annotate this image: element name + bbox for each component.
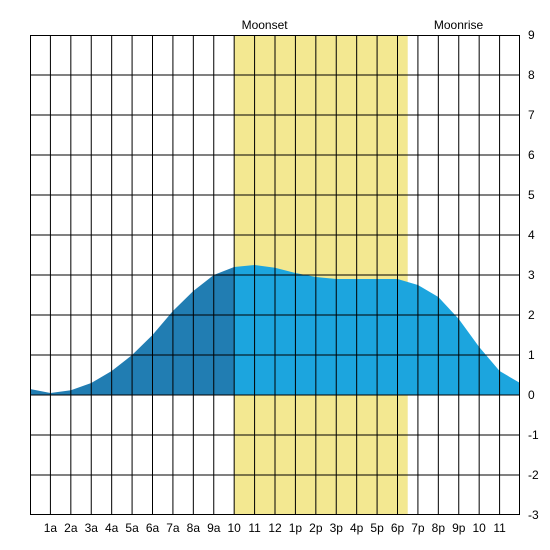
x-tick-label: 3p xyxy=(330,521,343,535)
x-tick-label: 12 xyxy=(268,521,281,535)
x-tick-label: 6p xyxy=(391,521,404,535)
x-tick-label: 7p xyxy=(411,521,424,535)
y-tick-label: -3 xyxy=(528,508,539,522)
y-tick-label: 5 xyxy=(528,188,535,202)
y-tick-label: 9 xyxy=(528,28,535,42)
x-tick-label: 8p xyxy=(432,521,445,535)
x-tick-label: 7a xyxy=(166,521,179,535)
x-tick-label: 11 xyxy=(493,521,505,535)
tide-chart: Moonset 11:58A Moonrise 09:38P 1a 2a 3a 4a 5… xyxy=(0,0,550,550)
x-tick-label: 11 xyxy=(248,521,260,535)
x-tick-label: 9a xyxy=(207,521,220,535)
x-tick-label: 10 xyxy=(227,521,240,535)
x-tick-label: 4a xyxy=(105,521,118,535)
x-tick-label: 6a xyxy=(146,521,159,535)
chart-svg xyxy=(30,35,520,515)
x-tick-label: 1a xyxy=(44,521,57,535)
x-tick-label: 5p xyxy=(370,521,383,535)
y-tick-label: 2 xyxy=(528,308,535,322)
x-tick-label: 10 xyxy=(472,521,485,535)
x-tick-label: 4p xyxy=(350,521,363,535)
x-tick-label: 5a xyxy=(125,521,138,535)
header-labels: Moonset 11:58A Moonrise 09:38P xyxy=(0,0,550,35)
x-tick-label: 2a xyxy=(64,521,77,535)
moonset-title: Moonset xyxy=(242,18,288,32)
x-tick-label: 8a xyxy=(187,521,200,535)
y-tick-label: -1 xyxy=(528,428,539,442)
plot-area xyxy=(30,35,520,515)
y-tick-label: 0 xyxy=(528,388,535,402)
x-tick-label: 3a xyxy=(85,521,98,535)
y-tick-label: -2 xyxy=(528,468,539,482)
y-tick-label: 4 xyxy=(528,228,535,242)
y-tick-label: 7 xyxy=(528,108,535,122)
y-tick-label: 6 xyxy=(528,148,535,162)
x-tick-label: 9p xyxy=(452,521,465,535)
y-tick-label: 3 xyxy=(528,268,535,282)
x-tick-label: 2p xyxy=(309,521,322,535)
y-tick-label: 1 xyxy=(528,348,535,362)
y-tick-label: 8 xyxy=(528,68,535,82)
x-tick-label: 1p xyxy=(289,521,302,535)
moonrise-title: Moonrise xyxy=(434,18,483,32)
